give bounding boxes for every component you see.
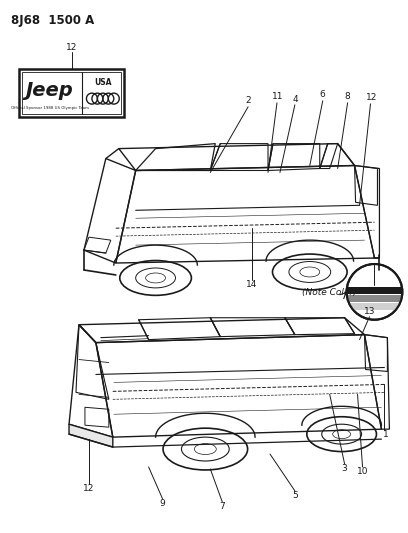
Bar bbox=[19, 69, 124, 117]
Bar bbox=[347, 295, 402, 302]
Text: 1: 1 bbox=[383, 430, 388, 439]
Text: 14: 14 bbox=[246, 280, 258, 289]
Text: 12: 12 bbox=[66, 43, 77, 52]
Text: 12: 12 bbox=[366, 93, 377, 102]
Bar bbox=[347, 287, 402, 294]
Text: 9: 9 bbox=[160, 499, 165, 508]
Text: 8: 8 bbox=[345, 92, 350, 101]
Text: 7: 7 bbox=[220, 502, 225, 511]
Text: (Note Color): (Note Color) bbox=[302, 288, 357, 297]
Text: 5: 5 bbox=[292, 491, 298, 500]
Text: 12: 12 bbox=[83, 484, 95, 494]
Circle shape bbox=[347, 264, 402, 320]
Text: Official Sponsor 1988 US Olympic Team: Official Sponsor 1988 US Olympic Team bbox=[11, 106, 89, 110]
Text: 13: 13 bbox=[364, 307, 375, 316]
Text: 10: 10 bbox=[357, 467, 368, 477]
Text: 4: 4 bbox=[292, 95, 298, 104]
Bar bbox=[347, 303, 402, 310]
Text: 8J68  1500 A: 8J68 1500 A bbox=[11, 14, 95, 27]
Bar bbox=[22, 72, 121, 114]
Text: 3: 3 bbox=[342, 464, 348, 473]
Text: 2: 2 bbox=[245, 96, 251, 106]
Text: Jeep: Jeep bbox=[26, 82, 73, 101]
Text: USA: USA bbox=[94, 78, 112, 87]
Text: 6: 6 bbox=[320, 91, 326, 99]
Polygon shape bbox=[69, 424, 113, 447]
Text: 11: 11 bbox=[272, 92, 284, 101]
